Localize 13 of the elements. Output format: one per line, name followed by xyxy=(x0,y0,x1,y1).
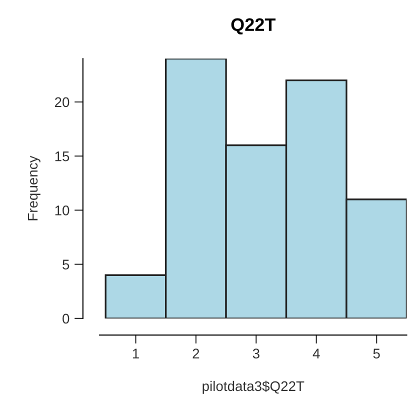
y-tick-label: 15 xyxy=(55,152,70,162)
y-tick-label: 10 xyxy=(55,206,70,216)
x-tick-label: 3 xyxy=(252,348,260,359)
x-tick-label: 1 xyxy=(132,348,139,358)
x-tick-label: 5 xyxy=(373,348,380,359)
y-tick-label: 0 xyxy=(62,314,70,324)
y-tick-label: 20 xyxy=(54,97,70,108)
x-axis-title: pilotdata3$Q22T xyxy=(202,380,304,394)
y-tick-label: 5 xyxy=(62,260,70,270)
chart-title: Q22T xyxy=(231,18,276,34)
x-tick-label: 4 xyxy=(312,348,320,358)
y-axis-title: Frequency xyxy=(28,156,40,220)
x-tick-label: 2 xyxy=(192,348,200,358)
